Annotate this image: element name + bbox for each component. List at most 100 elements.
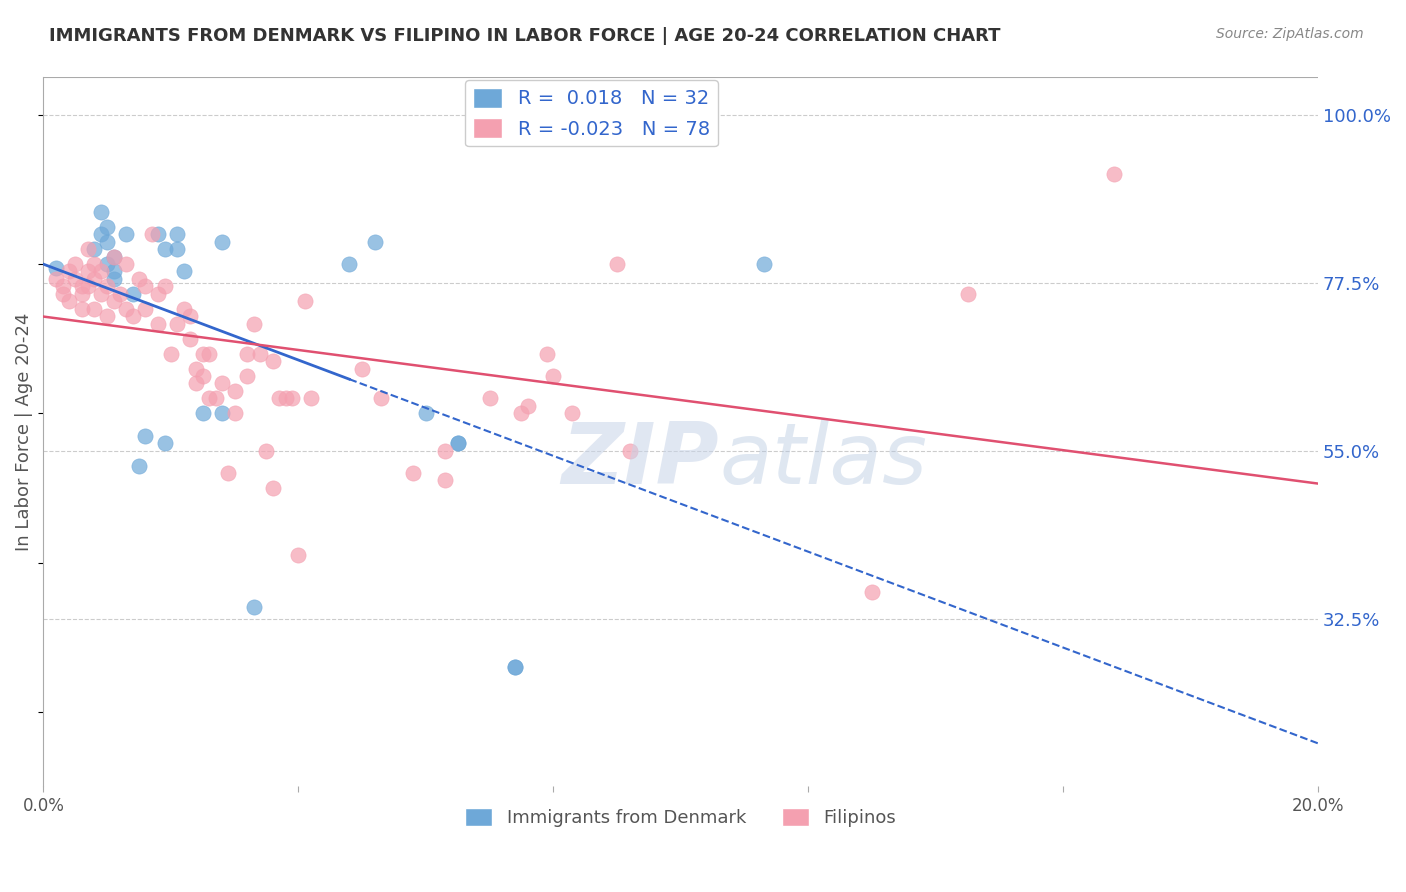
Point <box>83 242 105 256</box>
Point <box>134 301 156 316</box>
Point <box>364 235 387 249</box>
Point <box>561 406 583 420</box>
Point <box>96 279 118 293</box>
Point <box>191 369 214 384</box>
Point <box>45 260 67 275</box>
Point <box>96 219 118 234</box>
Point <box>153 436 176 450</box>
Point <box>503 660 526 674</box>
Point <box>173 301 195 316</box>
Point <box>65 257 87 271</box>
Point <box>77 279 100 293</box>
Point <box>224 384 246 398</box>
Point <box>956 286 979 301</box>
Point <box>115 257 138 271</box>
Point <box>65 272 87 286</box>
Point <box>128 272 150 286</box>
Point <box>153 279 176 293</box>
Point <box>186 376 208 391</box>
Point <box>83 272 105 286</box>
Point <box>415 406 437 420</box>
Point <box>173 264 195 278</box>
Point <box>103 294 125 309</box>
Point <box>90 286 112 301</box>
Point <box>211 376 233 391</box>
Point <box>752 257 775 271</box>
Point <box>96 235 118 249</box>
Point <box>70 301 93 316</box>
Point <box>115 301 138 316</box>
Point <box>179 332 201 346</box>
Point <box>58 264 80 278</box>
Point <box>108 286 131 301</box>
Point <box>211 406 233 420</box>
Point <box>191 346 214 360</box>
Point <box>134 428 156 442</box>
Point <box>447 436 470 450</box>
Point <box>90 204 112 219</box>
Point <box>77 242 100 256</box>
Point <box>166 317 188 331</box>
Text: IMMIGRANTS FROM DENMARK VS FILIPINO IN LABOR FORCE | AGE 20-24 CORRELATION CHART: IMMIGRANTS FROM DENMARK VS FILIPINO IN L… <box>49 27 1001 45</box>
Point <box>51 286 73 301</box>
Point <box>433 474 456 488</box>
Point <box>352 361 374 376</box>
Point <box>281 392 304 406</box>
Point <box>186 361 208 376</box>
Point <box>262 481 284 495</box>
Point <box>211 235 233 249</box>
Point <box>146 317 169 331</box>
Point <box>179 310 201 324</box>
Point <box>447 436 470 450</box>
Point <box>204 392 226 406</box>
Point <box>58 294 80 309</box>
Y-axis label: In Labor Force | Age 20-24: In Labor Force | Age 20-24 <box>15 313 32 551</box>
Point <box>103 272 125 286</box>
Point <box>242 600 264 615</box>
Point <box>262 354 284 368</box>
Point <box>619 443 641 458</box>
Point <box>103 250 125 264</box>
Point <box>503 660 526 674</box>
Point <box>146 286 169 301</box>
Point <box>45 272 67 286</box>
Point <box>198 392 221 406</box>
Point <box>96 310 118 324</box>
Point <box>90 227 112 242</box>
Point <box>115 227 138 242</box>
Point <box>217 466 239 480</box>
Point <box>166 227 188 242</box>
Point <box>337 257 360 271</box>
Point <box>121 310 143 324</box>
Point <box>153 242 176 256</box>
Point <box>191 406 214 420</box>
Text: atlas: atlas <box>718 419 927 502</box>
Point <box>166 242 188 256</box>
Point <box>96 257 118 271</box>
Point <box>160 346 183 360</box>
Point <box>543 369 565 384</box>
Point <box>103 250 125 264</box>
Point <box>77 264 100 278</box>
Point <box>146 227 169 242</box>
Point <box>402 466 425 480</box>
Point <box>274 392 297 406</box>
Point <box>294 294 316 309</box>
Point <box>236 369 259 384</box>
Point <box>299 392 322 406</box>
Point <box>510 406 533 420</box>
Point <box>121 286 143 301</box>
Point <box>128 458 150 473</box>
Text: Source: ZipAtlas.com: Source: ZipAtlas.com <box>1216 27 1364 41</box>
Point <box>536 346 558 360</box>
Point <box>860 585 883 599</box>
Point <box>1102 168 1125 182</box>
Point <box>606 257 628 271</box>
Point <box>83 257 105 271</box>
Point <box>236 346 259 360</box>
Point <box>83 301 105 316</box>
Point <box>242 317 264 331</box>
Point <box>141 227 163 242</box>
Text: ZIP: ZIP <box>561 419 718 502</box>
Point <box>70 279 93 293</box>
